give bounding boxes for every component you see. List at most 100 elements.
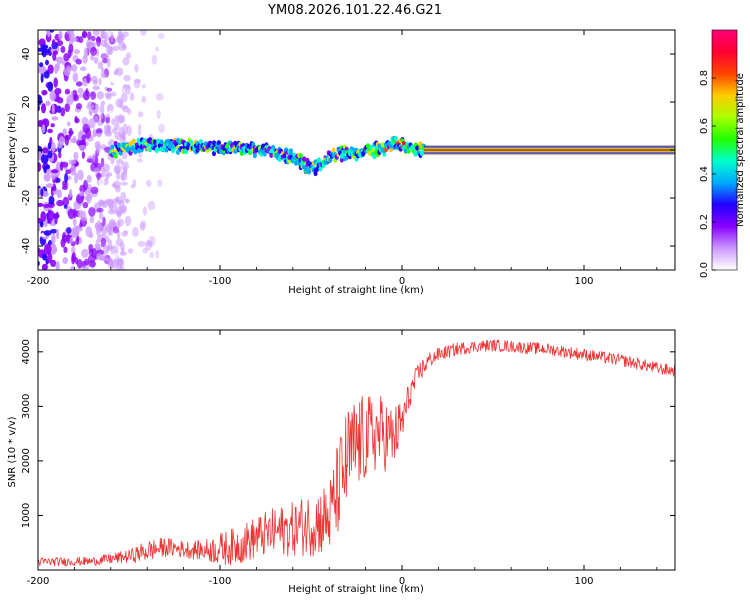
spectrogram-noise-cell: [53, 77, 58, 88]
spectrogram-noise-cell: [145, 179, 152, 187]
spectrogram-marks: [38, 30, 675, 270]
spectrogram-noise-cell: [120, 105, 129, 110]
spectrogram-noise-cell: [151, 54, 158, 65]
spectrogram-noise-cell: [112, 127, 118, 134]
spectrogram-noise-cell: [94, 103, 99, 110]
spectrogram-noise-cell: [45, 100, 51, 107]
snr-xtick-label: -100: [209, 576, 232, 587]
spectrogram-noise-cell: [114, 115, 119, 123]
spectrogram-noise-cell: [104, 92, 112, 98]
spectrogram-ylabel: Frequency (Hz): [7, 112, 18, 188]
spectrogram-noise-cell: [50, 243, 57, 254]
snr-ytick-label: 4000: [21, 339, 32, 364]
spectrogram-noise-cell: [107, 239, 113, 249]
spectrogram-noise-cell: [96, 207, 104, 213]
spectrogram-noise-cell: [110, 157, 115, 165]
spectrogram-noise-cell: [151, 34, 158, 44]
spectrogram-noise-cell: [41, 89, 48, 96]
spectrogram-noise-cell: [124, 229, 128, 234]
spectrogram-noise-cell: [67, 121, 71, 127]
spectrogram-noise-cell: [110, 74, 119, 84]
spectrogram-noise-cell: [50, 259, 57, 267]
spectrogram-noise-cell: [38, 94, 43, 106]
spectrogram-noise-cell: [89, 232, 94, 239]
spectrogram-ridge-cell: [302, 156, 307, 162]
spectrogram-noise-cell: [74, 115, 78, 123]
spectrogram-noise-cell: [56, 199, 64, 207]
spectrogram-noise-cell: [40, 73, 44, 83]
spectrogram-noise-cell: [88, 254, 96, 263]
spectrogram-noise-cell: [158, 123, 166, 133]
spectrogram-noise-cell: [156, 109, 161, 119]
spectrogram-noise-cell: [47, 210, 55, 221]
spectrogram-noise-cell: [101, 229, 107, 237]
spectrogram-noise-cell: [47, 30, 51, 38]
spectrogram-noise-cell: [68, 127, 73, 137]
spectrogram-ridge-cell: [117, 142, 121, 148]
spectrogram-noise-cell: [158, 32, 165, 40]
spectrogram-noise-cell: [69, 236, 74, 244]
spectrogram-ridge-cell: [413, 150, 418, 156]
spectrogram-noise-cell: [101, 53, 110, 60]
spectrogram-noise-cell: [64, 103, 71, 113]
colorbar-ticks: 0.0 0.2 0.4 0.6 0.8: [699, 70, 716, 278]
spectrogram-noise-cell: [105, 136, 111, 143]
spectrogram-noise-cell: [98, 200, 106, 207]
colorbar-tick-label: 0.8: [699, 70, 710, 86]
spectrogram-noise-cell: [108, 46, 113, 55]
spectrogram-noise-cell: [72, 229, 78, 239]
spectrogram-noise-cell: [133, 79, 141, 89]
spectrogram-noise-cell: [45, 164, 50, 170]
spectrogram-noise-cell: [75, 58, 82, 65]
spectrogram-noise-cell: [103, 36, 108, 47]
spectrogram-noise-cell: [100, 157, 105, 168]
spectrogram-noise-cell: [61, 185, 68, 190]
spectrogram-noise-cell: [38, 222, 41, 232]
spectrogram-noise-cell: [40, 221, 44, 228]
spectrogram-noise-cell: [90, 55, 95, 61]
spectrogram-noise-cell: [49, 229, 58, 234]
spectrogram-noise-cell: [75, 81, 83, 87]
colorbar-tick-label: 0.4: [699, 166, 710, 182]
spectrogram-noise-cell: [66, 65, 71, 72]
spectrogram-ridge-cell: [415, 145, 420, 151]
spectrogram-noise-cell: [77, 87, 84, 94]
spectrogram-noise-cell: [58, 30, 63, 40]
spectrogram-noise-cell: [155, 250, 160, 259]
snr-xlabel: Height of straight line (km): [288, 584, 424, 595]
spectrogram-ridge-cell: [307, 169, 311, 175]
spectrogram-noise-cell: [81, 216, 88, 222]
spectrogram-noise-cell: [137, 240, 146, 247]
spectrogram-ridge-cell: [372, 154, 377, 160]
spectrogram-noise-cell: [95, 36, 102, 43]
spectrogram-noise-cell: [74, 49, 80, 55]
spectrogram-noise-cell: [120, 247, 125, 255]
spectrogram-noise-cell: [141, 84, 146, 89]
spectrogram-noise-cell: [38, 202, 44, 207]
spectrogram-noise-cell: [114, 68, 119, 75]
spectrogram-noise-cell: [158, 150, 164, 157]
spectrogram-noise-cell: [130, 184, 136, 189]
spectrogram-noise-cell: [105, 116, 110, 124]
snr-series-line: [38, 339, 675, 567]
spectrogram-noise-cell: [86, 174, 92, 183]
spectrogram-noise-cell: [111, 45, 120, 52]
spectrogram-noise-cell: [155, 93, 164, 101]
spectrogram-noise-cell: [107, 224, 112, 236]
spectrogram-noise-cell: [123, 74, 131, 82]
spectrogram-noise-cell: [100, 237, 106, 248]
spectrogram-noise-cell: [116, 158, 124, 165]
spectrogram-noise-cell: [95, 128, 103, 135]
spectrogram-noise-cell: [92, 80, 98, 85]
spectrogram-noise-cell: [48, 195, 55, 205]
spectrogram-noise-cell: [57, 141, 63, 149]
spectrogram-noise-cell: [74, 172, 79, 184]
spectrogram-noise-cell: [38, 161, 42, 173]
spectrogram-noise-cell: [82, 201, 89, 209]
spectrogram-noise-cell: [127, 108, 132, 115]
spectrogram-noise-cell: [139, 222, 146, 232]
spectrogram-noise-cell: [49, 30, 55, 33]
spectrogram-noise-cell: [81, 248, 89, 258]
colorbar: 0.0 0.2 0.4 0.6 0.8 Normalized spectral ampl…: [699, 29, 746, 278]
